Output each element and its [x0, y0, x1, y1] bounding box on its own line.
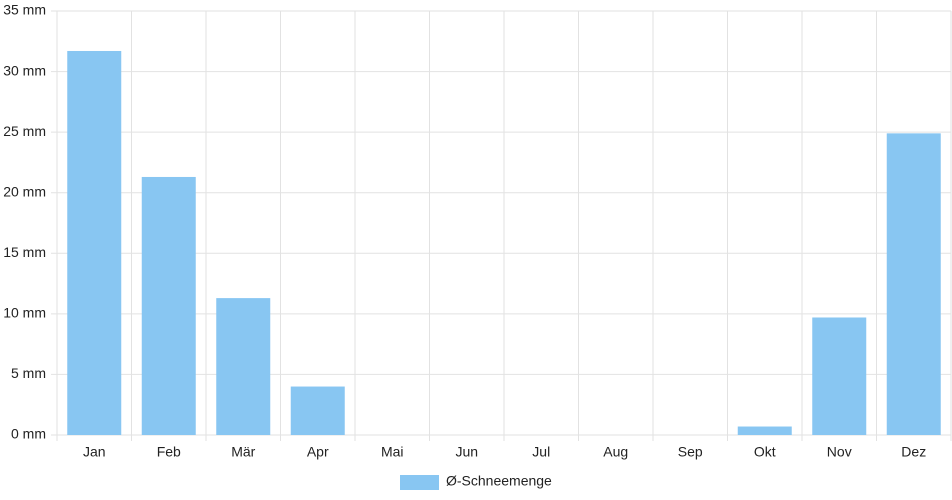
y-tick-label: 25 mm: [3, 123, 46, 139]
legend-label: Ø-Schneemenge: [446, 473, 552, 489]
x-tick-label: Jun: [455, 444, 478, 460]
x-tick-label: Sep: [678, 444, 703, 460]
y-tick-label: 10 mm: [3, 305, 46, 321]
x-tick-label: Feb: [157, 444, 181, 460]
y-tick-label: 5 mm: [11, 365, 46, 381]
bar: [737, 426, 792, 435]
x-tick-label: Apr: [307, 444, 329, 460]
x-tick-label: Jul: [532, 444, 550, 460]
y-tick-label: 35 mm: [3, 2, 46, 18]
bar: [812, 317, 867, 435]
x-tick-label: Mär: [231, 444, 255, 460]
y-tick-label: 30 mm: [3, 62, 46, 78]
legend-swatch: [400, 475, 439, 490]
y-tick-label: 20 mm: [3, 183, 46, 199]
bar: [141, 176, 196, 436]
x-tick-label: Mai: [381, 444, 404, 460]
bar: [67, 50, 122, 435]
bar: [216, 298, 271, 435]
x-tick-label: Okt: [754, 444, 776, 460]
x-tick-label: Jan: [83, 444, 106, 460]
bar: [290, 386, 345, 435]
x-tick-label: Dez: [901, 444, 926, 460]
x-tick-label: Aug: [603, 444, 628, 460]
y-tick-label: 15 mm: [3, 244, 46, 260]
x-tick-label: Nov: [827, 444, 852, 460]
bar: [886, 133, 941, 435]
y-tick-label: 0 mm: [11, 426, 46, 442]
